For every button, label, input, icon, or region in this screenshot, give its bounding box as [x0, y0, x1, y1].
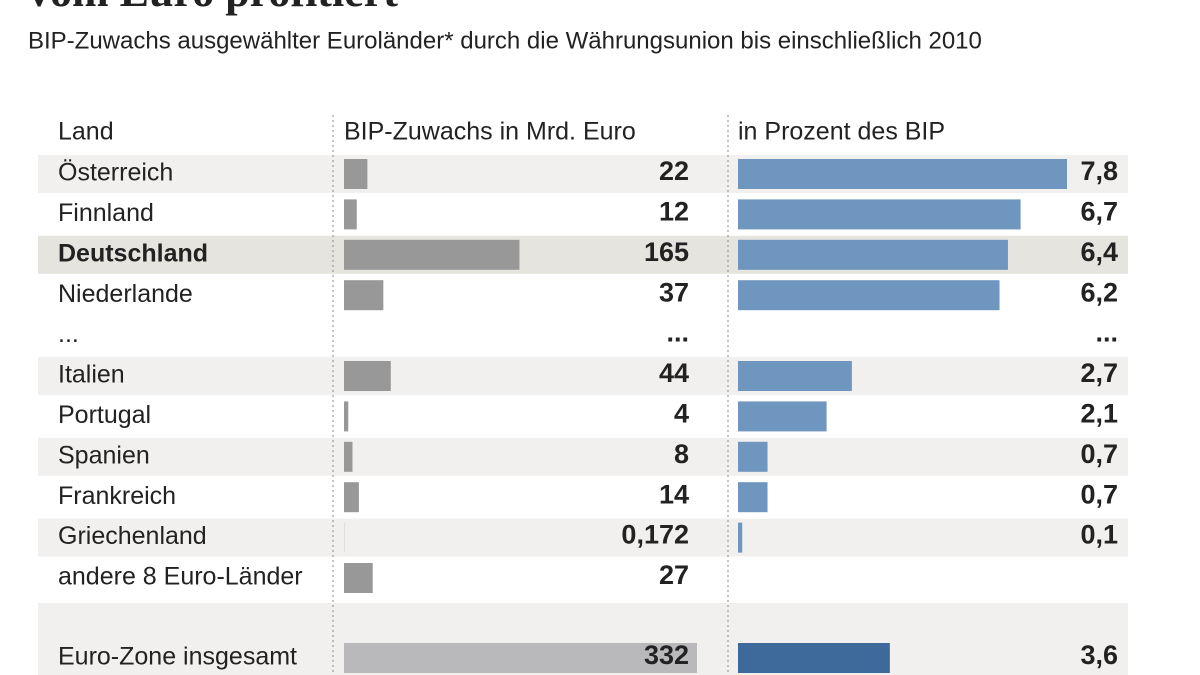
value-label: 8: [674, 439, 689, 469]
bar: [738, 361, 852, 391]
bar: [738, 401, 827, 432]
bar: [738, 522, 743, 553]
value-label: ...: [666, 318, 689, 348]
value-label: 22: [659, 156, 689, 186]
value-label: 6,7: [1080, 197, 1118, 227]
value-label: 6,2: [1080, 277, 1118, 307]
column-header: Land: [58, 118, 114, 146]
value-label: 27: [659, 560, 689, 590]
value-label: 7,8: [1080, 156, 1118, 186]
bar: [738, 441, 768, 472]
value-label: 2,1: [1080, 399, 1118, 429]
total-label: Euro-Zone insgesamt: [58, 643, 297, 671]
value-label: 6,4: [1080, 237, 1118, 267]
row-background: [38, 357, 1128, 395]
category-label: andere 8 Euro-Länder: [58, 563, 303, 591]
bar: [344, 563, 373, 593]
category-label: Spanien: [58, 441, 150, 469]
bar: [344, 482, 359, 513]
value-label: 2,7: [1080, 358, 1118, 388]
bar: [738, 239, 1008, 270]
value-label: 0,7: [1080, 439, 1118, 469]
category-label: Italien: [58, 361, 125, 389]
category-label: Deutschland: [58, 239, 208, 267]
value-label: 0,1: [1080, 520, 1118, 550]
chart-title: vom Euro profitiert: [28, 0, 398, 16]
row-background: [38, 518, 1128, 557]
category-label: Portugal: [58, 401, 151, 429]
column-header: in Prozent des BIP: [738, 118, 945, 146]
bar: [738, 482, 768, 513]
column-header: BIP-Zuwachs in Mrd. Euro: [344, 118, 636, 146]
bar: [344, 199, 357, 230]
bar: [344, 643, 697, 673]
bar: [344, 361, 391, 391]
value-label: 0,7: [1080, 479, 1118, 509]
bar: [738, 199, 1021, 230]
category-label: Österreich: [58, 159, 173, 187]
category-label: Griechenland: [58, 522, 207, 550]
total-value-label: 332: [644, 640, 689, 670]
bar: [738, 159, 1067, 189]
category-label: Frankreich: [58, 482, 176, 510]
bar: [344, 280, 384, 311]
bar: [344, 401, 349, 432]
value-label: 12: [659, 197, 689, 227]
bar: [738, 643, 890, 673]
bar: [344, 441, 353, 472]
value-label: 4: [674, 399, 689, 429]
total-value-label: 3,6: [1080, 640, 1118, 670]
value-label: 44: [659, 358, 689, 388]
row-background: [38, 437, 1128, 476]
bar: [344, 159, 368, 189]
bar: [738, 280, 1000, 311]
category-label: Niederlande: [58, 280, 193, 308]
value-label: 37: [659, 277, 689, 307]
value-label: 165: [644, 237, 689, 267]
category-label: Finnland: [58, 199, 154, 227]
value-label: 0,172: [621, 520, 689, 550]
category-label: ...: [58, 320, 79, 348]
bar: [344, 239, 520, 270]
value-label: ...: [1095, 318, 1118, 348]
value-label: 14: [659, 479, 689, 509]
chart-subtitle: BIP-Zuwachs ausgewählter Euroländer* dur…: [28, 27, 982, 54]
